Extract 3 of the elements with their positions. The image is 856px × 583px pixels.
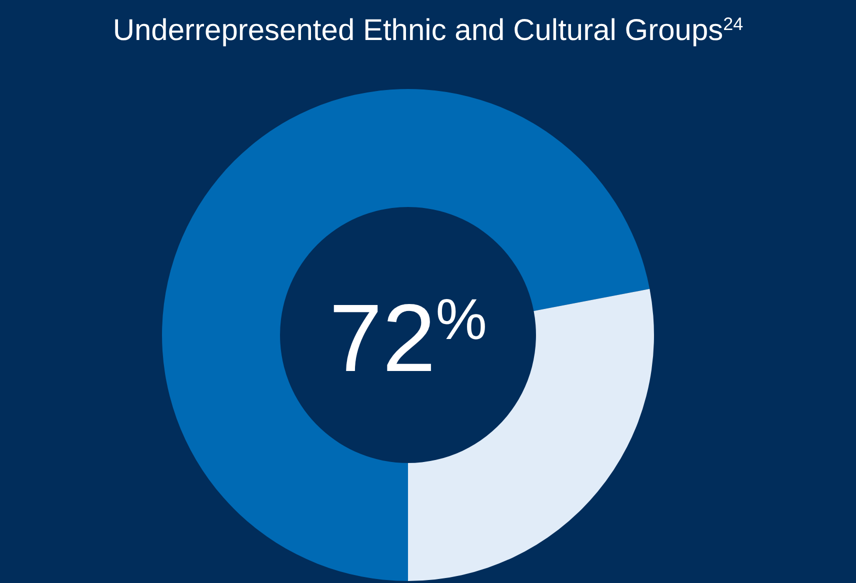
data-label: 72$^{%}$	[329, 285, 487, 392]
donut-slice	[162, 89, 650, 581]
chart-title: Underrepresented Ethnic and Cultural Groups$^{24}$	[112, 14, 744, 47]
